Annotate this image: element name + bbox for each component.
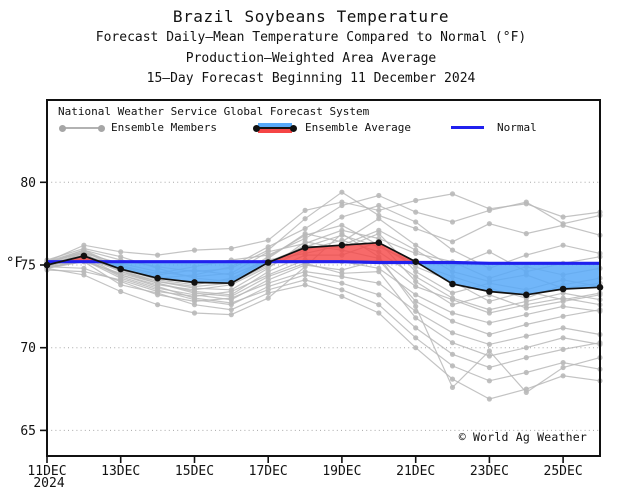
average-symbol-left-dot <box>253 124 260 132</box>
y-tick-label: 70 <box>20 341 36 356</box>
legend-label-ensemble-members: Ensemble Members <box>111 121 217 134</box>
year-label: 2024 <box>33 476 64 487</box>
average-symbol-blue-stripe <box>258 123 292 128</box>
legend-label-normal: Normal <box>497 121 537 134</box>
x-tick-label: 25DEC <box>544 464 583 479</box>
chart-header: Brazil Soybeans Temperature Forecast Dai… <box>0 6 622 90</box>
x-tick-label: 15DEC <box>175 464 214 479</box>
x-tick-label: 17DEC <box>249 464 288 479</box>
normal-line-icon <box>451 126 484 130</box>
x-tick-label: 11DEC <box>27 464 66 479</box>
average-symbol-right-dot <box>290 124 297 132</box>
x-tick-label: 21DEC <box>396 464 435 479</box>
title-line-4: 15–Day Forecast Beginning 11 December 20… <box>146 71 476 86</box>
title-line-1: Brazil Soybeans Temperature <box>172 7 450 26</box>
average-symbol-center-line <box>255 127 295 129</box>
legend-label-ensemble-average: Ensemble Average <box>305 121 411 134</box>
y-axis-unit-label: °F <box>6 255 23 271</box>
average-symbol-red-stripe <box>258 128 292 133</box>
ensemble-average-band-icon <box>253 123 297 133</box>
x-tick-label: 13DEC <box>101 464 140 479</box>
plot-area: National Weather Service Global Forecast… <box>47 100 600 456</box>
copyright-text: © World Ag Weather <box>458 430 587 444</box>
legend-source: National Weather Service Global Forecast… <box>58 105 370 118</box>
title-line-2: Forecast Daily–Mean Temperature Compared… <box>95 30 527 45</box>
ensemble-members-line-icon <box>59 124 105 132</box>
title-line-3: Production–Weighted Area Average <box>185 50 437 66</box>
y-tick-label: 80 <box>20 176 36 191</box>
x-tick-label: 23DEC <box>470 464 509 479</box>
x-tick-label: 19DEC <box>322 464 361 479</box>
